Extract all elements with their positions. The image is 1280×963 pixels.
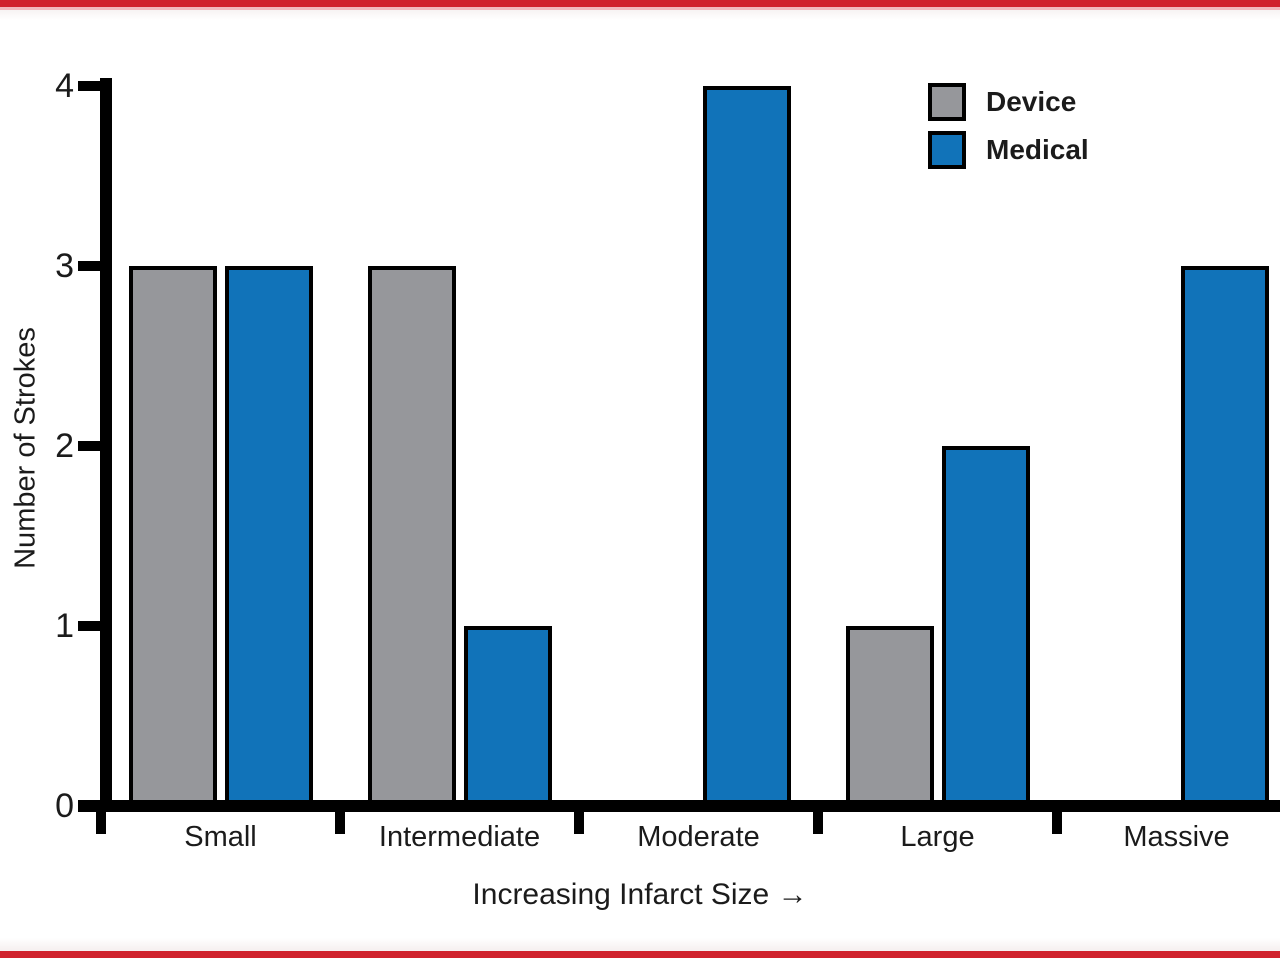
bar-medical-large <box>941 446 1030 806</box>
legend-item-device: Device <box>928 83 1089 121</box>
bar-medical-small <box>224 266 313 806</box>
x-axis-line <box>78 800 1280 812</box>
medical-swatch-icon <box>928 131 966 169</box>
legend-label-device: Device <box>986 86 1077 117</box>
x-category-label-small: Small <box>184 821 257 853</box>
x-axis-title: Increasing Infarct Size → <box>472 878 808 911</box>
chart-legend: Device Medical <box>928 83 1089 179</box>
x-axis-tick <box>335 812 345 834</box>
x-axis-tick <box>574 812 584 834</box>
x-category-label-moderate: Moderate <box>637 821 760 853</box>
y-tick-label: 2 <box>55 427 74 465</box>
y-axis-tick <box>78 621 100 631</box>
x-axis-tick <box>813 812 823 834</box>
x-category-label-intermediate: Intermediate <box>378 821 541 853</box>
bar-medical-massive <box>1180 266 1269 806</box>
bar-device-large <box>845 626 934 806</box>
bar-device-small <box>128 266 217 806</box>
top-accent-fade <box>0 10 1280 20</box>
top-accent-bar-shadow <box>0 7 1280 10</box>
y-axis-tick <box>78 261 100 271</box>
top-accent-bar <box>0 0 1280 7</box>
x-category-label-massive: Massive <box>1123 821 1230 853</box>
bar-medical-moderate <box>702 86 791 806</box>
x-axis-tick <box>1052 812 1062 834</box>
y-axis-tick <box>78 801 100 811</box>
y-tick-label: 4 <box>55 67 74 105</box>
bottom-accent-fade <box>0 938 1280 951</box>
bar-device-intermediate <box>367 266 456 806</box>
x-category-label-large: Large <box>900 821 975 853</box>
legend-label-medical: Medical <box>986 134 1089 165</box>
y-axis-line <box>100 78 112 812</box>
x-axis-tick <box>96 812 106 834</box>
bottom-accent-bar <box>0 951 1280 958</box>
device-swatch-icon <box>928 83 966 121</box>
bar-medical-intermediate <box>463 626 552 806</box>
y-axis-tick <box>78 441 100 451</box>
legend-item-medical: Medical <box>928 131 1089 169</box>
y-tick-label: 0 <box>55 787 74 825</box>
y-tick-label: 3 <box>55 247 74 285</box>
y-axis-tick <box>78 81 100 91</box>
y-tick-label: 1 <box>55 607 74 645</box>
